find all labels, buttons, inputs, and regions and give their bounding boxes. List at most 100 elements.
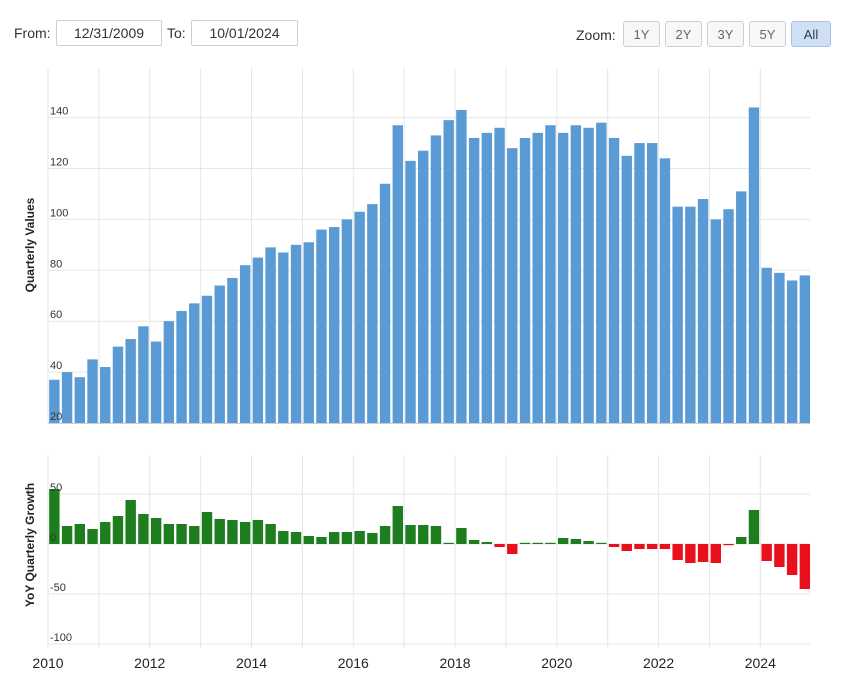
yoy-growth-bar [74, 524, 85, 544]
y-tick-label: -50 [50, 582, 66, 594]
yoy-growth-bar [316, 537, 327, 544]
quarterly-value-bar [214, 285, 225, 423]
x-tick-label: 2014 [236, 655, 267, 671]
yoy-growth-bar [163, 524, 175, 544]
quarterly-value-bar [621, 155, 632, 423]
quarterly-value-bar [329, 227, 340, 423]
yoy-growth-bar [697, 544, 709, 562]
quarterly-value-bar [239, 265, 251, 423]
quarterly-value-bar [748, 107, 760, 424]
quarterly-value-bar [227, 277, 238, 423]
x-tick-label: 2020 [541, 655, 572, 671]
yoy-growth-bar [710, 544, 721, 563]
yoy-growth-bar [723, 544, 734, 546]
yoy-growth-bar [392, 506, 403, 544]
quarterly-value-bar [456, 109, 467, 423]
quarterly-value-bar [189, 303, 200, 423]
quarterly-value-bar [596, 122, 607, 423]
yoy-growth-bar [100, 522, 111, 544]
yoy-growth-bar [545, 542, 556, 544]
quarterly-value-bar [481, 132, 493, 423]
quarterly-value-bar [252, 257, 264, 423]
yoy-growth-bar [125, 500, 136, 544]
yoy-growth-bar [252, 520, 264, 544]
quarterly-value-bar [774, 272, 785, 423]
y-tick-label: -100 [50, 632, 72, 644]
yoy-growth-bar [189, 526, 200, 544]
yoy-growth-bar [468, 540, 480, 544]
yoy-growth-bar [150, 518, 162, 544]
y-tick-label: 80 [50, 258, 62, 270]
yoy-growth-bar [430, 526, 442, 544]
quarterly-value-bar [672, 206, 683, 423]
yoy-growth-bar [341, 532, 353, 544]
quarterly-value-bar [49, 379, 60, 423]
quarterly-value-bar [634, 143, 645, 424]
quarterly-value-bar [659, 158, 671, 423]
zoom-all-button[interactable]: All [791, 21, 831, 47]
quarterly-value-bar [786, 280, 798, 423]
quarterly-value-bar [74, 377, 85, 423]
quarterly-value-bar [163, 321, 175, 423]
quarterly-value-bar [367, 204, 378, 423]
yoy-growth-bar [379, 526, 391, 544]
yoy-growth-bar [748, 510, 760, 544]
to-date-input[interactable] [191, 20, 298, 46]
zoom-1y-button[interactable]: 1Y [623, 21, 660, 47]
quarterly-value-bar [532, 132, 543, 423]
quarterly-value-bar [799, 275, 811, 423]
from-date-input[interactable] [56, 20, 162, 46]
quarterly-value-bar [545, 125, 556, 424]
quarterly-value-bar [685, 206, 696, 423]
top-y-axis-title: Quarterly Values [23, 197, 37, 292]
yoy-growth-bar [507, 544, 518, 554]
yoy-growth-bar [329, 532, 340, 544]
yoy-growth-bar [532, 542, 543, 544]
yoy-growth-bar [799, 544, 811, 589]
x-tick-label: 2010 [32, 655, 63, 671]
yoy-growth-bar [227, 520, 238, 544]
quarterly-value-bar [303, 242, 314, 423]
yoy-growth-bar [761, 544, 772, 561]
quarterly-value-bar [519, 137, 531, 423]
quarterly-value-bar [379, 183, 391, 423]
y-tick-label: 120 [50, 157, 68, 169]
zoom-2y-button[interactable]: 2Y [665, 21, 702, 47]
quarterly-value-bar [176, 311, 187, 423]
yoy-growth-bar [87, 529, 98, 544]
yoy-growth-bar [303, 536, 314, 544]
quarterly-value-bar [494, 127, 505, 423]
bottom-y-axis-title: YoY Quarterly Growth [23, 483, 37, 607]
y-tick-label: 40 [50, 360, 62, 372]
quarterly-value-bar [583, 127, 594, 423]
quarterly-value-bar [265, 247, 276, 423]
yoy-growth-bar [405, 525, 416, 544]
yoy-growth-bar [201, 512, 213, 544]
quarterly-value-bar [278, 252, 289, 423]
quarterly-value-bar [150, 341, 162, 423]
quarterly-value-bar [557, 132, 569, 423]
yoy-growth-bar [456, 528, 467, 544]
x-tick-label: 2022 [643, 655, 674, 671]
quarterly-value-bar [316, 229, 327, 423]
quarterly-value-bar [100, 367, 111, 423]
quarterly-value-bar [723, 209, 734, 423]
from-label: From: [14, 25, 51, 41]
yoy-growth-bar [49, 489, 60, 544]
quarterly-value-bar [201, 295, 213, 423]
yoy-growth-bar [239, 522, 251, 544]
quarterly-value-bar [87, 359, 98, 424]
zoom-5y-button[interactable]: 5Y [749, 21, 786, 47]
yoy-growth-bar [647, 544, 658, 549]
quarterly-value-bar [761, 267, 772, 423]
y-tick-label: 0 [50, 532, 56, 544]
quarterly-value-bar [697, 199, 709, 423]
yoy-growth-bar [786, 544, 798, 575]
zoom-3y-button[interactable]: 3Y [707, 21, 744, 47]
yoy-growth-bars [49, 489, 811, 589]
yoy-growth-bar [481, 542, 493, 544]
yoy-growth-bar [265, 524, 276, 544]
yoy-growth-bar [519, 542, 531, 544]
yoy-growth-bar [672, 544, 683, 560]
quarterly-value-bar [418, 150, 429, 423]
